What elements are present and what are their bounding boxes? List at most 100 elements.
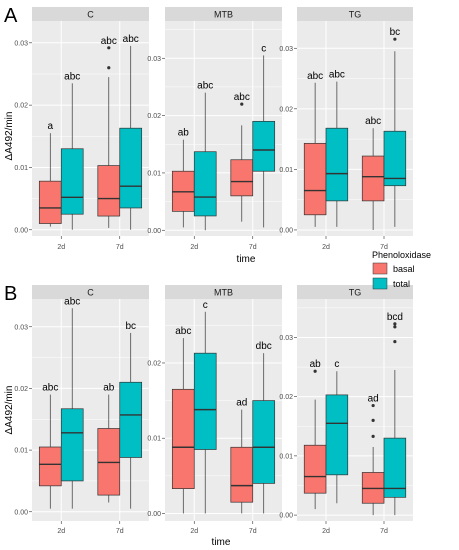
x-tick-label: 2d (322, 244, 330, 251)
box-body (171, 388, 195, 489)
x-tick-label: 2d (57, 244, 65, 251)
y-tick-label: 0.01 (147, 170, 161, 177)
outlier-point (393, 340, 397, 344)
significance-label: dbc (256, 341, 272, 352)
facet-strip (165, 7, 282, 21)
box-total-2d: abc (60, 71, 84, 230)
legend-title: Phenoloxidase (372, 250, 431, 260)
panel-label-a: A (4, 5, 18, 27)
facet-strip-label: MTB (214, 10, 233, 20)
box-body (325, 394, 349, 476)
box-body (383, 437, 407, 498)
box-body (230, 446, 254, 503)
x-axis-title-b: time (212, 537, 231, 548)
significance-label: abc (42, 383, 58, 394)
outlier-point (371, 418, 375, 422)
legend-key-basal (372, 262, 388, 275)
significance-label: bcd (387, 312, 403, 323)
box-body (361, 155, 385, 202)
y-tick-label: 0.03 (279, 335, 293, 342)
significance-label: c (203, 300, 208, 311)
box-basal-7d: ab (97, 383, 121, 503)
y-tick-label: 0.00 (279, 513, 293, 520)
box-total-7d: bc (119, 321, 143, 509)
significance-label: ad (368, 394, 379, 405)
facet-strip-label: TG (349, 288, 362, 298)
outlier-point (393, 37, 397, 41)
facet-strip (165, 285, 282, 299)
legend-key-total (372, 277, 388, 290)
significance-label: abc (234, 92, 250, 103)
significance-label: abc (175, 326, 191, 337)
x-tick-label: 7d (116, 528, 124, 535)
box-basal-2d: abc (38, 383, 62, 509)
significance-label: c (334, 359, 339, 370)
y-tick-label: 0.02 (279, 106, 293, 113)
box-body (193, 151, 217, 217)
outlier-point (393, 325, 397, 329)
facet-strip (297, 7, 413, 21)
y-tick-label: 0.02 (14, 103, 28, 110)
significance-label: abc (64, 71, 80, 82)
outlier-point (240, 102, 244, 106)
y-tick-label: 0.01 (279, 167, 293, 174)
box-basal-7d: abc (97, 36, 121, 228)
y-tick-label: 0.02 (147, 113, 161, 120)
box-total-7d: bc (383, 27, 407, 227)
facet-strip (32, 285, 149, 299)
significance-label: ab (178, 128, 190, 139)
facet-strip-label: TG (349, 10, 362, 20)
x-tick-label: 7d (249, 528, 257, 535)
box-total-7d: c (252, 43, 276, 228)
legend-label-basal: basal (393, 264, 415, 274)
y-tick-label: 0.01 (279, 453, 293, 460)
significance-label: bc (390, 27, 401, 38)
box-total-7d: dbc (252, 341, 276, 514)
box-total-2d: c (193, 300, 217, 514)
x-tick-label: 7d (249, 244, 257, 251)
legend: Phenoloxidase basal total (372, 250, 431, 290)
box-basal-7d: abc (230, 92, 254, 222)
y-tick-label: 0.00 (14, 227, 28, 234)
box-body (303, 142, 327, 216)
y-tick-label: 0.03 (147, 56, 161, 63)
box-body (38, 180, 62, 224)
significance-label: abc (329, 70, 345, 81)
legend-label-total: total (393, 279, 410, 289)
y-tick-label: 0.00 (147, 511, 161, 518)
box-body (60, 148, 84, 215)
y-tick-label: 0.00 (14, 509, 28, 516)
box-body (252, 120, 276, 172)
significance-label: ab (310, 359, 322, 370)
box-body (119, 127, 143, 209)
outlier-point (371, 434, 375, 438)
x-tick-label: 7d (380, 528, 388, 535)
y-tick-label: 0.03 (279, 46, 293, 53)
box-total-2d: abc (193, 81, 217, 231)
x-axis-title-a: time (237, 254, 256, 265)
significance-label: ad (236, 398, 247, 409)
facet-strip-label: C (87, 10, 94, 20)
y-tick-label: 0.02 (147, 360, 161, 367)
facet-strip-label: MTB (214, 288, 233, 298)
outlier-point (393, 322, 397, 326)
box-body (383, 130, 407, 187)
box-body (303, 444, 327, 494)
outlier-point (107, 46, 111, 50)
y-tick-label: 0.01 (14, 448, 28, 455)
significance-label: abc (64, 296, 80, 307)
significance-label: a (48, 121, 54, 132)
facet-strip-label: C (87, 288, 94, 298)
box-body (97, 165, 121, 217)
panel-label-b: B (4, 283, 17, 305)
box-basal-7d: ad (230, 398, 254, 514)
y-tick-label: 0.02 (279, 394, 293, 401)
y-axis-title-b: ΔA492/min (4, 386, 15, 435)
box-body (60, 408, 84, 482)
outlier-point (371, 403, 375, 408)
y-tick-label: 0.00 (279, 227, 293, 234)
significance-label: c (261, 43, 266, 54)
significance-label: abc (307, 71, 323, 82)
outlier-point (107, 66, 111, 70)
